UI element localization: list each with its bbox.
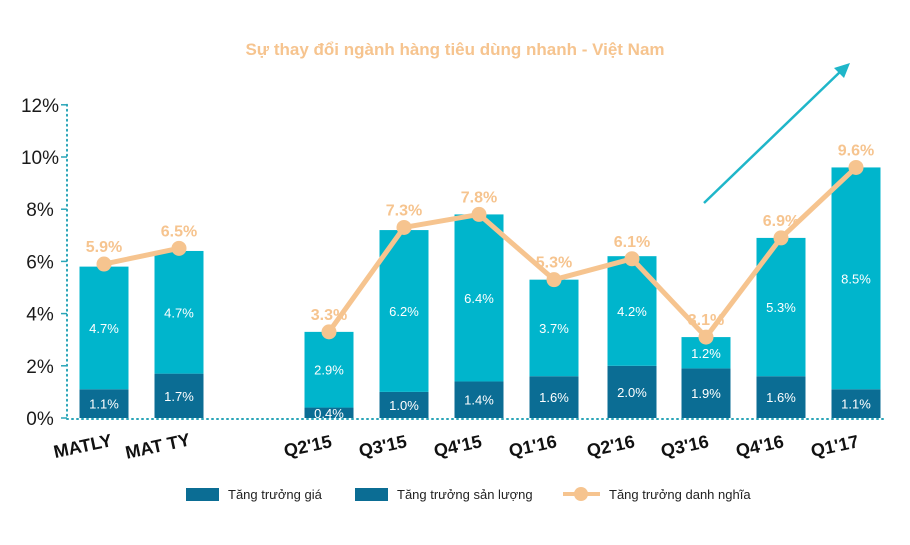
bar-price xyxy=(529,279,579,377)
nominal-point xyxy=(698,329,714,345)
bar-volume-label: 2.0% xyxy=(617,385,647,400)
bar-volume xyxy=(607,365,657,418)
bar-price-label: 4.7% xyxy=(164,305,194,320)
nominal-point-label: 7.8% xyxy=(461,189,497,206)
bar-volume xyxy=(454,381,504,418)
bar-price xyxy=(304,331,354,408)
bar-volume-label: 0.4% xyxy=(314,406,344,421)
bar-volume xyxy=(681,368,731,418)
nominal-point-label: 5.3% xyxy=(536,255,572,272)
nominal-point xyxy=(546,272,562,288)
y-tick-label: 10% xyxy=(21,148,59,169)
bar-volume xyxy=(831,389,881,418)
nominal-point-label: 3.3% xyxy=(311,307,347,324)
legend-swatch-volume xyxy=(355,488,388,501)
x-tick-label: MATLY xyxy=(52,430,114,462)
bar-volume-label: 1.0% xyxy=(389,398,419,413)
x-tick-label: Q2'15 xyxy=(282,431,333,461)
legend-swatch-nominal-dot xyxy=(574,487,588,501)
nominal-line-quarterly xyxy=(326,165,858,340)
nominal-point-label: 9.6% xyxy=(838,142,874,159)
nominal-point xyxy=(396,219,412,235)
chart-title: Sự thay đổi ngành hàng tiêu dùng nhanh -… xyxy=(245,40,664,59)
legend-swatch-price xyxy=(186,488,219,501)
y-tick-label: 6% xyxy=(26,252,54,273)
x-tick-label: Q3'16 xyxy=(659,431,710,461)
trend-arrow xyxy=(703,69,843,204)
nominal-point xyxy=(321,324,337,340)
bar-price xyxy=(831,167,881,390)
nominal-point xyxy=(96,256,112,272)
bar-volume-label: 1.6% xyxy=(539,390,569,405)
nominal-point-label: 5.9% xyxy=(86,239,122,256)
bar-volume-label: 1.7% xyxy=(164,389,194,404)
y-tick-label: 8% xyxy=(26,200,54,221)
bar-volume xyxy=(154,373,204,418)
bar-volume xyxy=(379,391,429,418)
y-tick-label: 4% xyxy=(26,305,54,326)
bar-price-label: 4.2% xyxy=(617,304,647,319)
x-tick-label: Q2'16 xyxy=(585,431,636,461)
nominal-point-label: 6.1% xyxy=(614,234,650,251)
bar-volume-label: 1.9% xyxy=(691,386,721,401)
nominal-line-mat xyxy=(103,245,180,267)
legend-label-volume: Tăng trưởng sản lượng xyxy=(397,487,533,502)
y-tick-label: 0% xyxy=(26,409,54,430)
bar-price-label: 6.2% xyxy=(389,304,419,319)
y-tick-label: 2% xyxy=(26,357,54,378)
bar-volume-label: 1.6% xyxy=(766,390,796,405)
x-tick-label: Q1'16 xyxy=(507,431,558,461)
legend-label-price: Tăng trưởng giá xyxy=(228,487,323,502)
nominal-point xyxy=(624,251,640,267)
nominal-point xyxy=(471,206,487,222)
bar-volume xyxy=(304,407,354,418)
nominal-point-label: 6.9% xyxy=(763,213,799,230)
nominal-point xyxy=(773,230,789,246)
trend-arrow-head xyxy=(834,63,850,78)
nominal-point-label: 3.1% xyxy=(688,312,724,329)
bar-price-label: 3.7% xyxy=(539,321,569,336)
bar-price-label: 8.5% xyxy=(841,271,871,286)
bar-price xyxy=(454,214,504,382)
bar-price xyxy=(154,250,204,374)
nominal-point xyxy=(171,240,187,256)
nominal-point-label: 6.5% xyxy=(161,223,197,240)
x-tick-label: Q3'15 xyxy=(357,431,408,461)
bar-volume xyxy=(529,376,579,418)
bar-price-label: 1.2% xyxy=(691,346,721,361)
x-tick-label: Q4'16 xyxy=(734,431,785,461)
y-tick-label: 12% xyxy=(21,96,59,117)
legend-label-nominal: Tăng trưởng danh nghĩa xyxy=(609,487,751,502)
bar-volume xyxy=(756,376,806,418)
bar-volume-label: 1.4% xyxy=(464,393,494,408)
nominal-point xyxy=(848,159,864,175)
bar-price-label: 5.3% xyxy=(766,300,796,315)
bar-volume-label: 1.1% xyxy=(89,397,119,412)
bar-price xyxy=(79,266,129,390)
bar-price-label: 2.9% xyxy=(314,363,344,378)
bar-volume-label: 1.1% xyxy=(841,397,871,412)
bar-price-label: 6.4% xyxy=(464,291,494,306)
x-tick-label: Q4'15 xyxy=(432,431,483,461)
x-tick-label: MAT TY xyxy=(124,430,192,463)
bar-volume xyxy=(79,389,129,418)
bar-price xyxy=(379,230,429,392)
nominal-point-label: 7.3% xyxy=(386,202,422,219)
bar-price-label: 4.7% xyxy=(89,321,119,336)
x-tick-label: Q1'17 xyxy=(809,431,860,461)
